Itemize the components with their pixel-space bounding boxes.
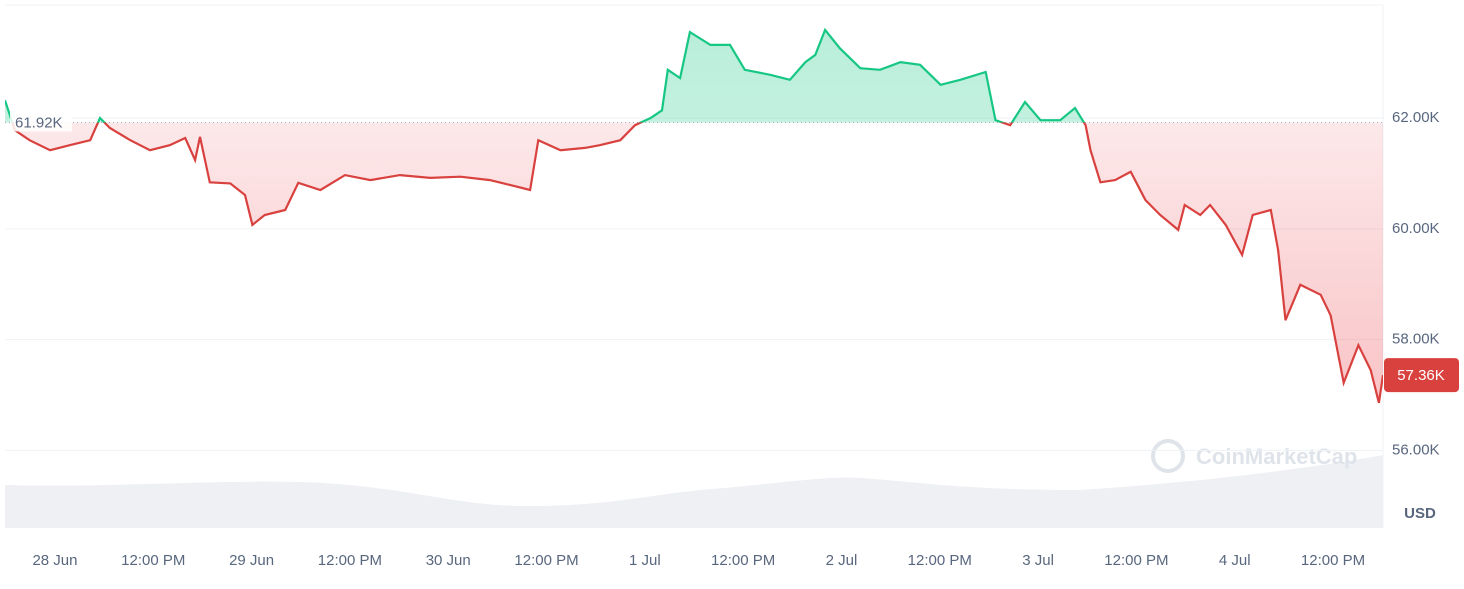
y-tick-label: 60.00K (1392, 220, 1440, 237)
watermark: CoinMarketCap (1196, 444, 1357, 469)
x-tick-label: 1 Jul (629, 552, 661, 569)
y-tick-label: 56.00K (1392, 441, 1440, 458)
last-price-label: 57.36K (1397, 367, 1445, 384)
baseline-label: 61.92K (15, 114, 63, 131)
watermark-group: CoinMarketCap (1151, 439, 1357, 473)
watermark-logo (1151, 439, 1185, 473)
x-tick-label: 12:00 PM (1104, 552, 1168, 569)
price-line-down (11, 122, 1383, 404)
price-line-up (5, 27, 1086, 123)
x-tick-label: 12:00 PM (908, 552, 972, 569)
x-tick-label: 12:00 PM (711, 552, 775, 569)
x-tick-label: 30 Jun (426, 552, 471, 569)
y-unit: USD (1404, 505, 1436, 522)
last-price-badge (1384, 358, 1459, 393)
area-down (12, 122, 1383, 403)
x-tick-label: 29 Jun (229, 552, 274, 569)
y-tick-label: 62.00K (1392, 109, 1440, 126)
x-tick-label: 2 Jul (826, 552, 858, 569)
x-tick-label: 12:00 PM (514, 552, 578, 569)
volume-area (5, 455, 1383, 528)
x-tick-label: 12:00 PM (1301, 552, 1365, 569)
x-tick-label: 4 Jul (1219, 552, 1251, 569)
x-tick-label: 12:00 PM (318, 552, 382, 569)
x-tick-label: 28 Jun (32, 552, 77, 569)
y-tick-label: 58.00K (1392, 331, 1440, 348)
x-tick-label: 12:00 PM (121, 552, 185, 569)
baseline-label-bg (10, 111, 72, 132)
area-up (5, 29, 1383, 123)
x-tick-label: 3 Jul (1022, 552, 1054, 569)
